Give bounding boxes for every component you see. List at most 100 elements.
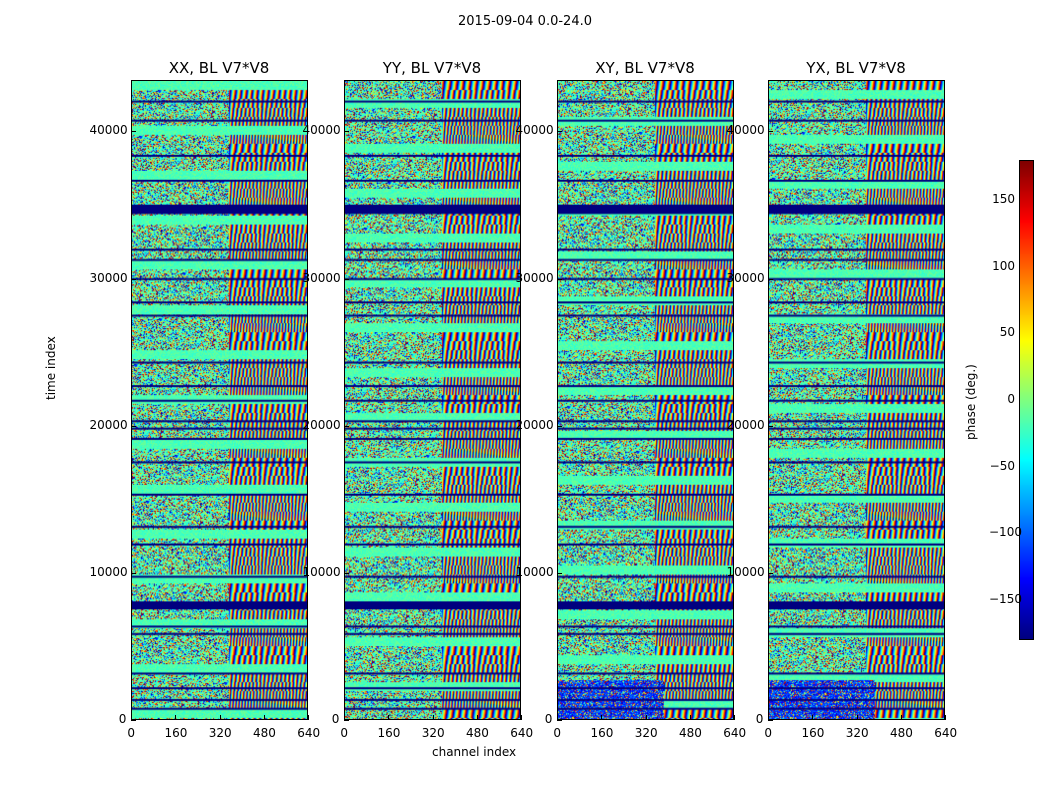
x-tick-mark [601,715,603,720]
x-tick-mark [521,715,522,720]
colorbar-tick-label: 100 [992,258,1015,273]
y-tick-mark [344,720,349,721]
colorbar-tick-label: 50 [999,325,1015,340]
y-tick-label: 0 [544,712,553,726]
x-axis-label: channel index [432,745,517,759]
x-tick-mark [812,715,814,720]
y-tick-mark [557,720,562,721]
y-tick-mark [131,278,136,280]
phase-heatmap-image-4 [769,81,944,719]
y-tick-mark [768,572,773,574]
y-tick-mark [557,278,562,280]
y-tick-mark [131,572,136,574]
y-tick-mark [768,278,773,280]
y-tick-label: 40000 [89,123,128,138]
y-tick-mark [557,131,562,133]
x-tick-mark [856,715,858,720]
x-tick-mark [689,715,691,720]
y-tick-label: 0 [755,712,764,726]
y-tick-label: 10000 [302,564,341,579]
figure-suptitle: 2015-09-04 0.0-24.0 [458,14,592,29]
x-tick-mark [344,715,345,720]
colorbar-tick-label: 0 [1007,392,1015,406]
y-tick-mark [768,131,773,133]
y-tick-label: 10000 [515,564,554,579]
y-axis-label: time index [44,336,58,400]
colorbar-label: phase (deg.) [964,364,978,440]
y-tick-mark [344,278,349,280]
phase-heatmap-image-1 [132,81,307,719]
x-tick-mark [476,715,478,720]
x-tick-mark [175,715,177,720]
y-tick-label: 30000 [726,270,765,285]
y-tick-mark [131,425,136,427]
x-tick-label: 160 [377,726,401,740]
colorbar-tick-label: 150 [992,192,1015,206]
y-tick-mark [557,425,562,427]
y-tick-label: 40000 [515,123,554,138]
x-tick-mark [219,715,221,720]
x-tick-mark [131,715,132,720]
panel-title-2: YY, BL V7*V8 [382,59,482,77]
x-tick-label: 320 [421,726,445,740]
x-tick-label: 640 [510,726,534,740]
y-tick-label: 20000 [726,417,765,432]
y-tick-mark [131,720,136,721]
x-tick-mark [945,715,946,720]
x-tick-label: 160 [164,726,188,740]
phase-heatmap-panel-2 [344,80,521,720]
panel-title-3: XY, BL V7*V8 [595,59,695,77]
x-tick-label: 160 [590,726,614,740]
colorbar [1019,160,1034,640]
x-tick-label: 160 [801,726,825,740]
y-tick-label: 10000 [726,564,765,579]
x-tick-mark [308,715,309,720]
x-tick-mark [734,715,735,720]
y-tick-label: 30000 [302,270,341,285]
x-tick-label: 320 [845,726,869,740]
y-tick-label: 20000 [89,417,128,432]
colorbar-tick-label: −100 [989,525,1022,540]
x-tick-label: 0 [340,726,349,740]
phase-heatmap-image-2 [345,81,520,719]
colorbar-tick-label: −150 [989,592,1022,606]
y-tick-mark [344,425,349,427]
x-tick-label: 640 [297,726,321,740]
y-tick-mark [344,131,349,133]
x-tick-label: 0 [127,726,136,740]
x-tick-mark [557,715,558,720]
y-tick-label: 40000 [726,123,765,138]
y-tick-label: 20000 [302,417,341,432]
x-tick-mark [432,715,434,720]
y-tick-label: 30000 [89,270,128,285]
y-tick-label: 30000 [515,270,554,285]
x-tick-label: 480 [678,726,702,740]
y-tick-label: 20000 [515,417,554,432]
y-tick-mark [768,425,773,427]
phase-heatmap-panel-1 [131,80,308,720]
y-tick-label: 40000 [302,123,341,138]
x-tick-label: 0 [553,726,562,740]
y-tick-mark [131,131,136,133]
x-tick-mark [768,715,769,720]
x-tick-label: 0 [764,726,773,740]
y-tick-label: 0 [331,712,340,726]
x-tick-label: 480 [252,726,276,740]
colorbar-tick-label: −50 [989,458,1015,473]
x-tick-label: 640 [934,726,958,740]
phase-heatmap-panel-3 [557,80,734,720]
x-tick-label: 320 [208,726,232,740]
y-tick-label: 10000 [89,564,128,579]
y-tick-mark [344,572,349,574]
x-tick-mark [645,715,647,720]
x-tick-label: 480 [465,726,489,740]
y-tick-mark [768,720,773,721]
x-tick-label: 320 [634,726,658,740]
y-tick-label: 0 [118,712,127,726]
y-tick-mark [557,572,562,574]
panel-title-4: YX, BL V7*V8 [806,59,906,77]
x-tick-mark [900,715,902,720]
panel-title-1: XX, BL V7*V8 [168,59,270,77]
x-tick-mark [388,715,390,720]
phase-heatmap-panel-4 [768,80,945,720]
